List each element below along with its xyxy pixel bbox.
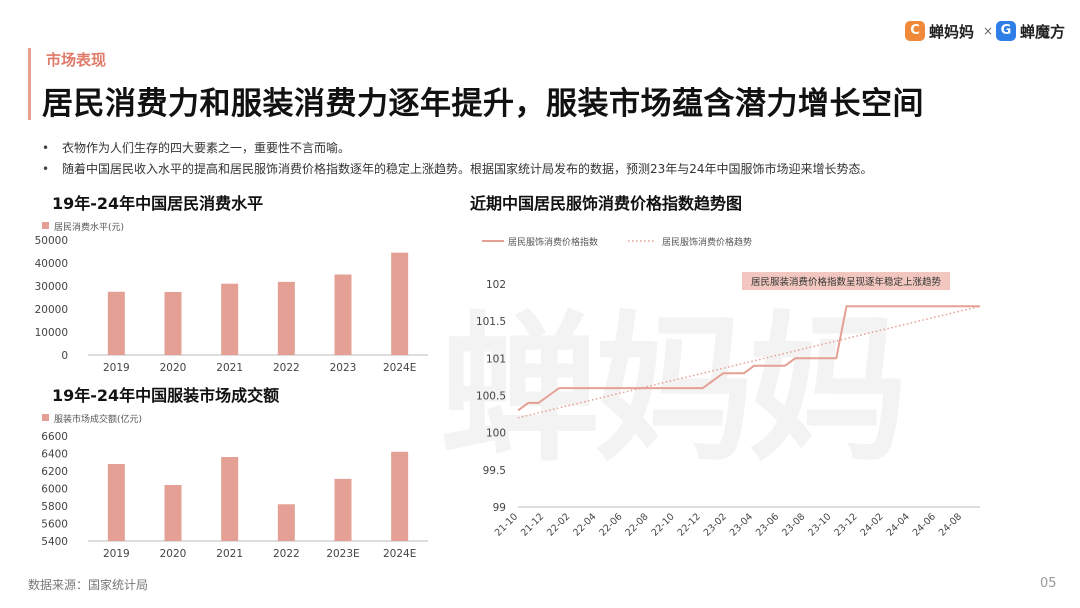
y-tick-label: 5800 — [41, 501, 68, 513]
x-tick-label: 23-06 — [754, 511, 781, 538]
section-label: 市场表现 — [46, 51, 107, 69]
bar — [107, 464, 125, 541]
legend-label: 居民服饰消费价格趋势 — [662, 236, 752, 248]
data-source: 数据来源：国家统计局 — [28, 578, 149, 592]
bar — [164, 291, 182, 355]
x-tick-label: 2023 — [330, 362, 357, 374]
bar — [221, 283, 239, 355]
y-tick-label: 50000 — [35, 235, 68, 247]
legend-label: 居民服饰消费价格指数 — [508, 236, 598, 248]
page-title: 居民消费力和服装消费力逐年提升，服装市场蕴含潜力增长空间 — [42, 86, 924, 122]
x-tick-label: 23-10 — [806, 511, 833, 538]
section-accent-bar — [28, 48, 31, 120]
x-tick-label: 2022 — [273, 362, 300, 374]
bar — [391, 451, 409, 541]
x-tick-label: 2024E — [383, 548, 416, 560]
x-tick-label: 2020 — [160, 548, 187, 560]
x-tick-label: 2019 — [103, 362, 130, 374]
legend-swatch — [42, 414, 49, 421]
x-tick-label: 2021 — [216, 548, 243, 560]
y-tick-label: 100 — [486, 428, 506, 440]
bar — [107, 291, 125, 355]
annotation-box — [742, 272, 950, 290]
bar — [164, 485, 182, 541]
annotation-text: 居民服装消费价格指数呈现逐年稳定上涨趋势 — [751, 276, 942, 288]
x-tick-label: 23-08 — [780, 511, 807, 538]
bullet-item: 随着中国居民收入水平的提高和居民服饰消费价格指数逐年的稳定上涨趋势。根据国家统计… — [40, 159, 1050, 180]
series-line-trend — [517, 305, 981, 419]
watermark-text: 蝉妈妈 — [440, 296, 908, 483]
x-tick-label: 24-02 — [858, 511, 885, 538]
legend-swatch — [42, 222, 49, 229]
bar — [221, 457, 239, 541]
series-line-cpi — [517, 305, 980, 412]
y-tick-label: 40000 — [35, 258, 68, 270]
y-tick-label: 5400 — [41, 536, 68, 548]
chart1-title: 19年-24年中国居民消费水平 — [52, 194, 264, 213]
y-tick-label: 101.5 — [476, 316, 506, 328]
bar — [277, 281, 295, 355]
y-tick-label: 100.5 — [476, 391, 506, 403]
bullet-list: 衣物作为人们生存的四大要素之一，重要性不言而喻。 随着中国居民收入水平的提高和居… — [40, 138, 1050, 180]
x-tick-label: 24-06 — [911, 511, 938, 538]
x-tick-label: 2024E — [383, 362, 416, 374]
x-tick-label: 2021 — [216, 362, 243, 374]
logo-separator: × — [983, 24, 994, 38]
legend-label: 服装市场成交额(亿元) — [54, 413, 142, 425]
y-tick-label: 10000 — [35, 327, 68, 339]
y-tick-label: 5600 — [41, 519, 68, 531]
chanmama-logo-icon: C — [905, 21, 925, 41]
y-tick-label: 102 — [486, 279, 506, 291]
x-tick-label: 22-06 — [597, 511, 624, 538]
x-tick-label: 22-10 — [650, 511, 677, 538]
x-tick-label: 24-08 — [937, 511, 964, 538]
x-tick-label: 23-04 — [728, 511, 755, 538]
chart2-title: 19年-24年中国服装市场成交额 — [52, 386, 280, 405]
x-tick-label: 21-12 — [519, 511, 546, 538]
y-tick-label: 20000 — [35, 304, 68, 316]
chanmofang-logo-icon: G — [996, 21, 1016, 41]
x-tick-label: 2023E — [326, 548, 359, 560]
x-tick-label: 2020 — [160, 362, 187, 374]
bar — [391, 252, 409, 355]
bar — [277, 504, 295, 541]
logo-chanmofang-text: 蝉魔方 — [1020, 22, 1066, 41]
x-tick-label: 23-02 — [702, 511, 729, 538]
y-tick-label: 99 — [493, 502, 506, 514]
y-tick-label: 0 — [61, 350, 68, 362]
logo-chanmofang: G 蝉魔方 — [996, 20, 1065, 42]
x-tick-label: 21-10 — [493, 511, 520, 538]
bullet-item: 衣物作为人们生存的四大要素之一，重要性不言而喻。 — [40, 138, 1050, 159]
y-tick-label: 6600 — [41, 431, 68, 443]
x-tick-label: 2022 — [273, 548, 300, 560]
y-tick-label: 6200 — [41, 466, 68, 478]
page-number: 05 — [1040, 576, 1057, 591]
y-tick-label: 6000 — [41, 484, 68, 496]
legend-label: 居民消费水平(元) — [54, 221, 124, 233]
x-tick-label: 22-04 — [571, 511, 598, 538]
chart3-title: 近期中国居民服饰消费价格指数趋势图 — [470, 194, 743, 213]
y-tick-label: 30000 — [35, 281, 68, 293]
x-tick-label: 24-04 — [885, 511, 912, 538]
bar — [334, 478, 352, 541]
y-tick-label: 101 — [486, 353, 506, 365]
logo-chanmama-text: 蝉妈妈 — [929, 22, 975, 41]
x-tick-label: 22-02 — [545, 511, 572, 538]
x-tick-label: 22-12 — [676, 511, 703, 538]
x-tick-label: 2019 — [103, 548, 130, 560]
y-tick-label: 99.5 — [483, 465, 506, 477]
x-tick-label: 22-08 — [623, 511, 650, 538]
logo-chanmama: C 蝉妈妈 — [905, 20, 974, 42]
bar — [334, 274, 352, 355]
x-tick-label: 23-12 — [832, 511, 859, 538]
y-tick-label: 6400 — [41, 449, 68, 461]
